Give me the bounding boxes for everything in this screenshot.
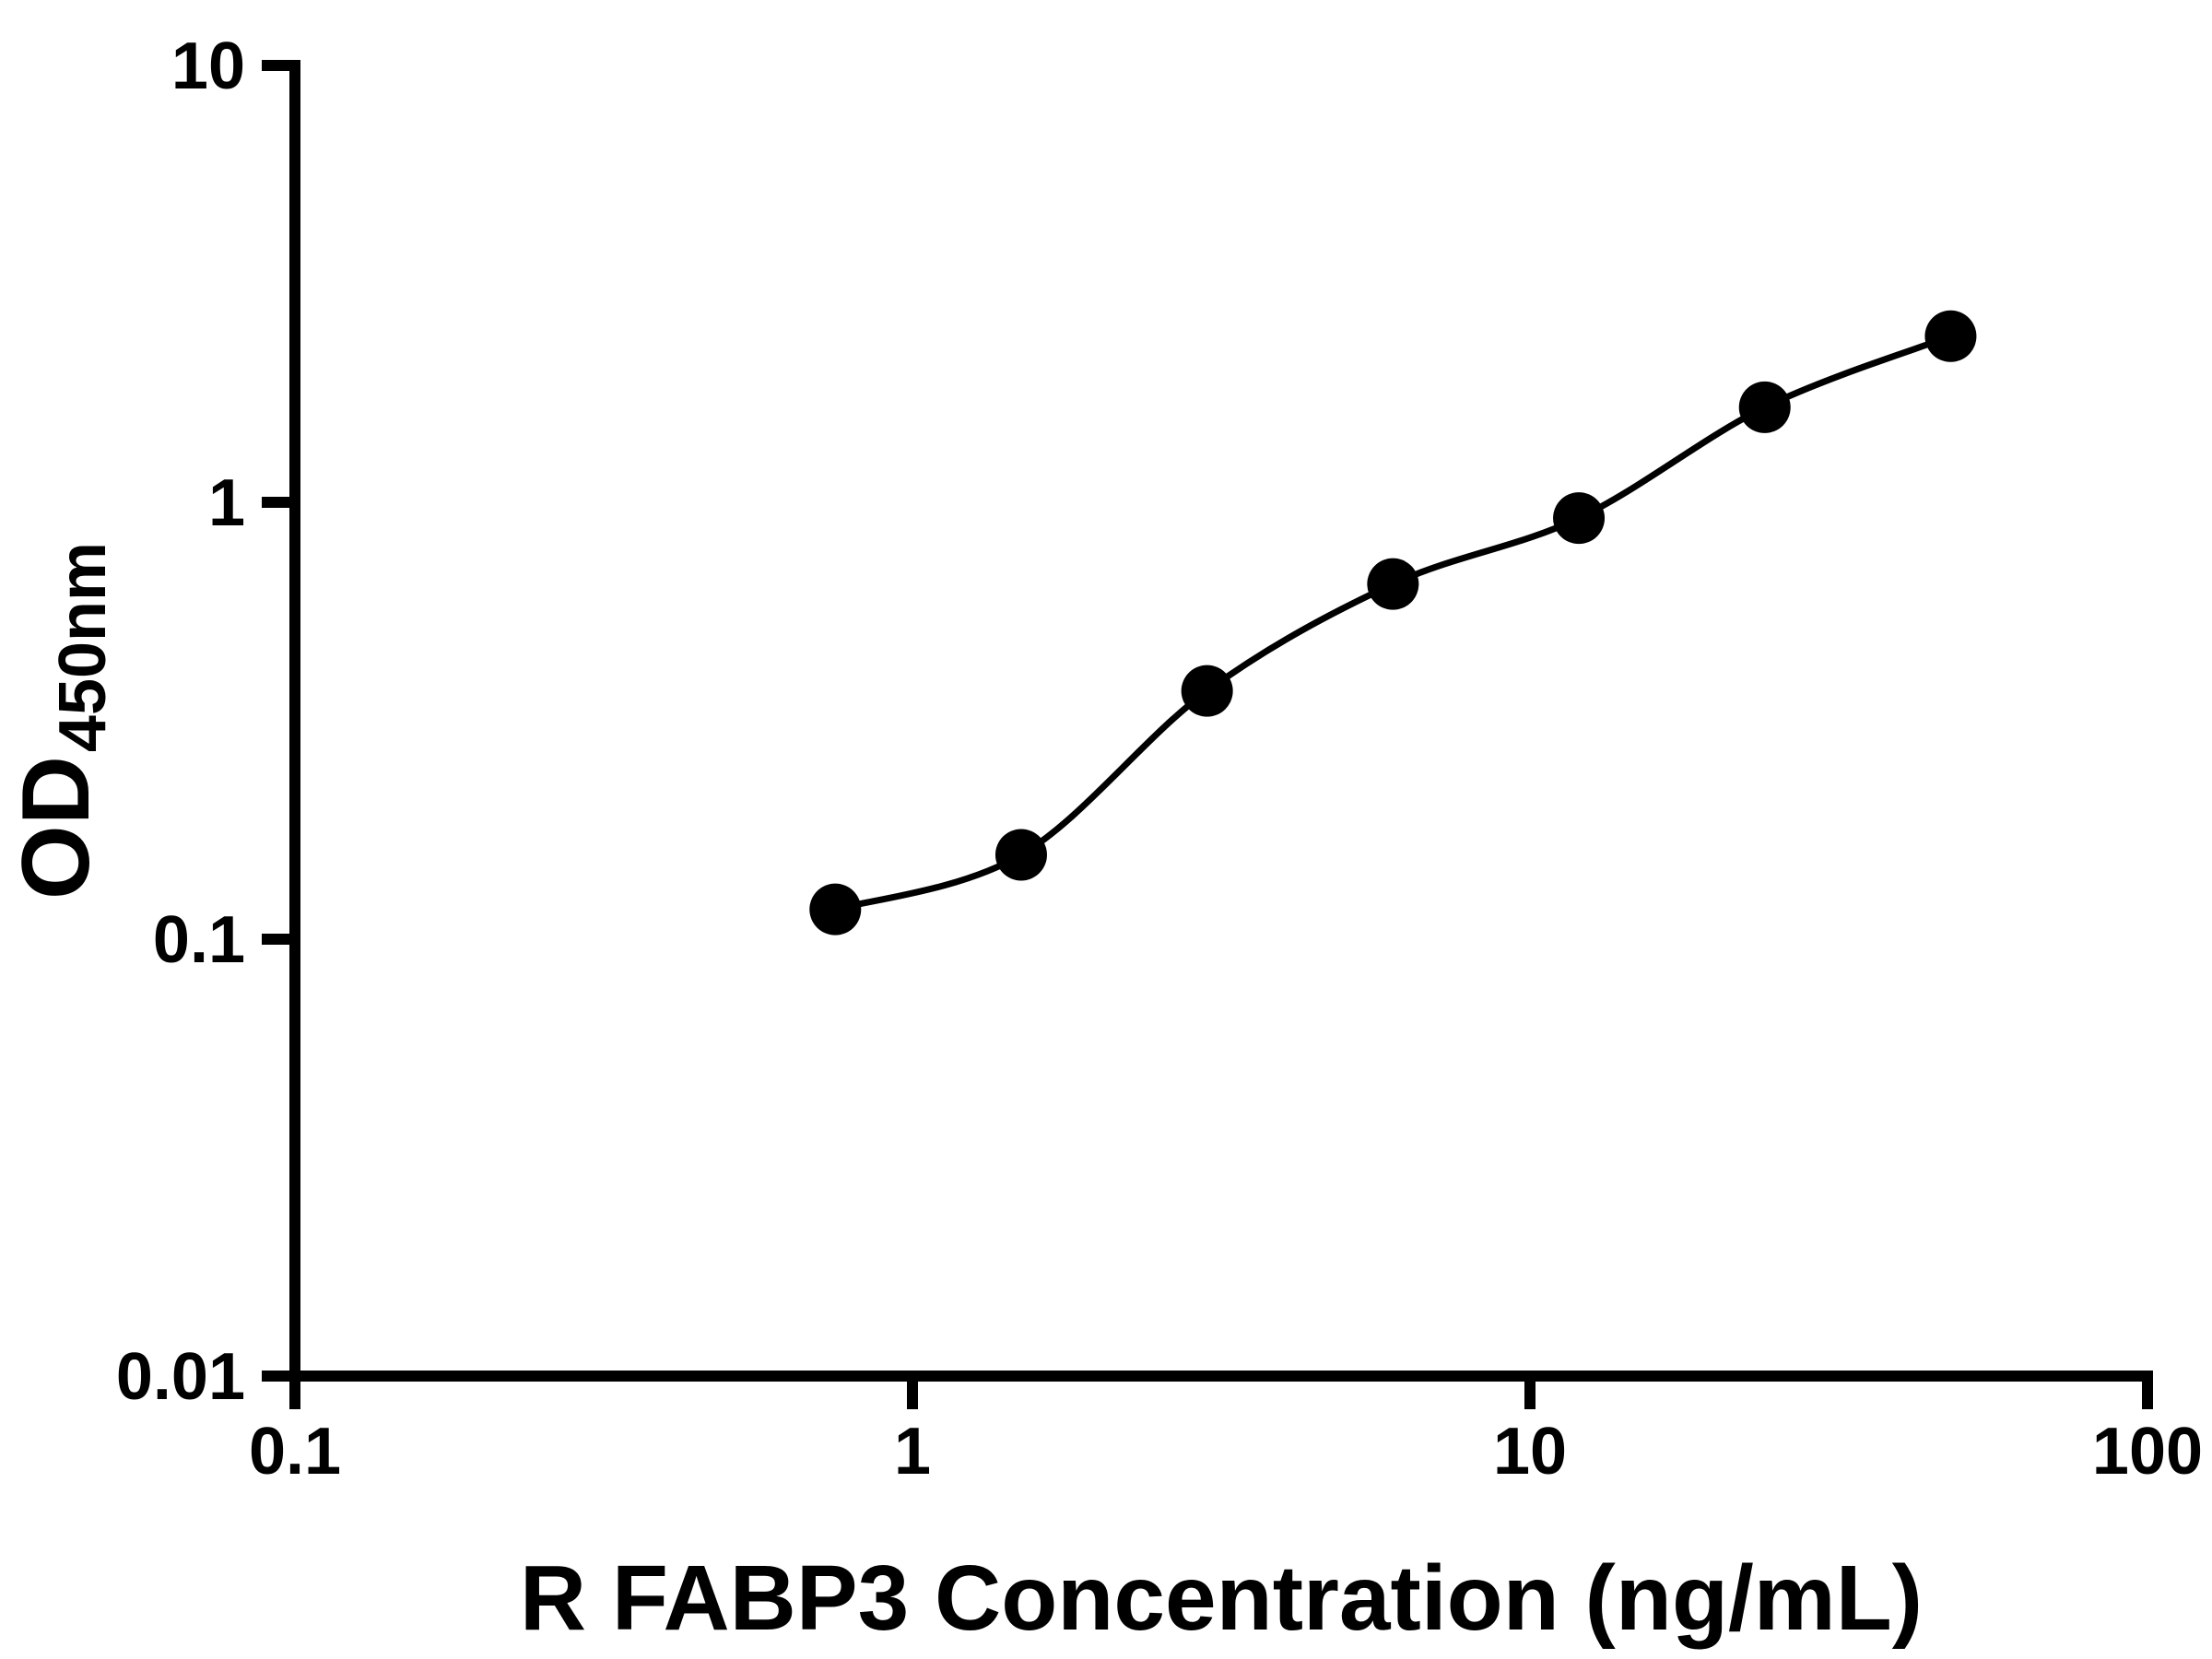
data-point-marker bbox=[1924, 310, 1977, 362]
y-axis-ticks: 0.01 0.1 1 10 bbox=[116, 29, 295, 1414]
y-axis-label-main: OD bbox=[3, 756, 110, 900]
x-tick-label: 1 bbox=[894, 1415, 931, 1488]
data-point-marker bbox=[1367, 558, 1419, 610]
data-point-marker bbox=[1181, 665, 1233, 717]
y-tick-label: 0.1 bbox=[153, 903, 245, 977]
axes bbox=[289, 60, 2153, 1382]
x-tick-label: 10 bbox=[1493, 1415, 1567, 1488]
data-points bbox=[809, 310, 1977, 935]
y-tick-label: 0.01 bbox=[116, 1340, 245, 1414]
x-tick-label: 0.1 bbox=[249, 1415, 341, 1488]
x-axis-label: R FABP3 Concentration (ng/mL) bbox=[520, 1547, 1923, 1650]
y-axis-label: OD 450nm bbox=[3, 542, 120, 900]
x-axis-ticks: 0.1 1 10 100 bbox=[249, 1376, 2203, 1488]
data-point-marker bbox=[809, 883, 862, 935]
x-tick-label: 100 bbox=[2092, 1415, 2203, 1488]
y-tick-label: 10 bbox=[171, 29, 245, 103]
data-point-marker bbox=[1553, 492, 1606, 545]
y-axis-label-sub: 450nm bbox=[46, 542, 120, 752]
y-tick-label: 1 bbox=[208, 466, 245, 540]
data-point-marker bbox=[1738, 381, 1791, 433]
data-point-marker bbox=[994, 829, 1047, 881]
